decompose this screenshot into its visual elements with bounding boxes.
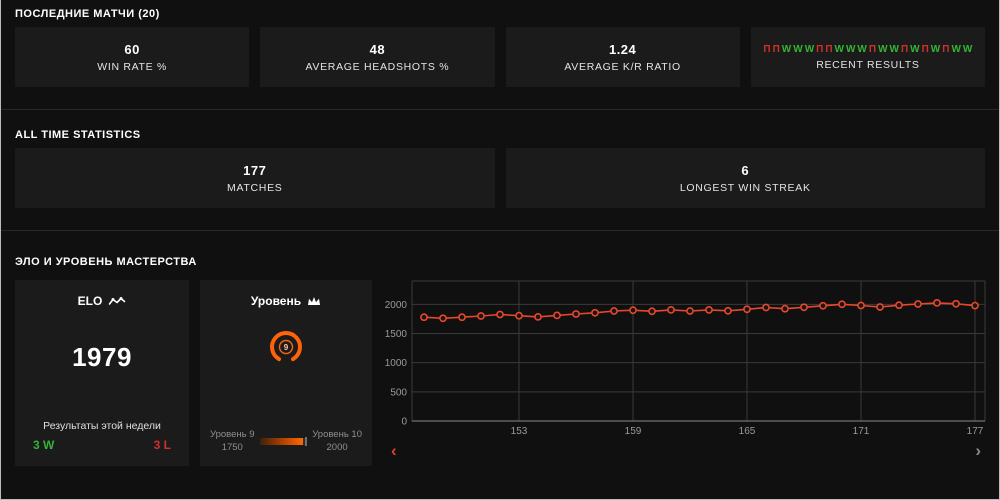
level-card-title-row: Уровень [251, 294, 321, 308]
result-loss: П [942, 43, 950, 55]
elo-card: ELO 1979 Результаты этой недели 3 W 3 L [15, 280, 189, 466]
result-loss: П [763, 43, 771, 55]
current-level-value: 1750 [221, 441, 243, 453]
elo-graph-icon [109, 296, 126, 305]
result-win: W [804, 43, 815, 55]
elo-section-title: ЭЛО И УРОВЕНЬ МАСТЕРСТВА [15, 256, 197, 268]
level-gauge-value: 9 [284, 343, 289, 352]
elo-card-title-row: ELO [78, 294, 127, 308]
alltime-cards-row: 177 MATCHES 6 LONGEST WIN STREAK [15, 148, 985, 208]
section-divider [1, 109, 999, 110]
win-rate-value: 60 [124, 41, 140, 57]
stat-card-win-rate: 60 WIN RATE % [15, 27, 250, 87]
svg-text:0: 0 [401, 417, 407, 428]
stat-card-win-streak: 6 LONGEST WIN STREAK [505, 148, 985, 208]
next-level-label: Уровень 10 [312, 429, 362, 440]
result-loss: П [772, 43, 780, 55]
result-win: W [878, 43, 888, 55]
result-win: W [857, 43, 867, 55]
alltime-title: ALL TIME STATISTICS [15, 129, 141, 141]
result-win: W [910, 43, 920, 55]
crown-icon [308, 297, 321, 305]
level-progress-fill [259, 437, 304, 445]
level-card: Уровень 9 Уровень 9 1750 [200, 280, 372, 466]
result-win: W [781, 43, 792, 55]
svg-text:2000: 2000 [385, 300, 408, 311]
next-level-col: Уровень 10 2000 [312, 430, 362, 452]
stat-card-headshots: 48 AVERAGE HEADSHOTS % [260, 27, 495, 87]
svg-text:171: 171 [853, 426, 870, 437]
result-win: W [951, 43, 961, 55]
next-level-value: 2000 [326, 441, 348, 453]
chevron-right-icon[interactable]: › [975, 441, 981, 460]
result-win: W [889, 43, 899, 55]
win-streak-value: 6 [741, 162, 750, 178]
headshots-value: 48 [369, 41, 386, 57]
current-level-col: Уровень 9 1750 [210, 430, 255, 452]
result-loss: П [921, 43, 929, 55]
svg-text:1000: 1000 [385, 358, 408, 369]
result-loss: П [868, 43, 877, 55]
result-loss: П [816, 43, 824, 55]
result-win: W [834, 43, 844, 55]
section-elo-level: ЭЛО И УРОВЕНЬ МАСТЕРСТВА ELO 1979 Резуль… [15, 256, 986, 466]
elo-value: 1979 [72, 342, 132, 372]
matches-label: MATCHES [227, 181, 283, 194]
week-losses: 3 L [153, 438, 171, 452]
section-divider [1, 230, 999, 231]
svg-text:153: 153 [511, 426, 528, 437]
svg-text:177: 177 [967, 426, 984, 437]
stat-card-matches: 177 MATCHES [15, 148, 495, 208]
level-card-title: Уровень [250, 294, 302, 308]
result-win: W [845, 43, 856, 55]
result-loss: П [900, 43, 909, 55]
week-results-label: Результаты этой недели [43, 420, 161, 432]
kr-ratio-label: AVERAGE K/R RATIO [564, 60, 681, 73]
matches-value: 177 [243, 162, 267, 178]
headshots-label: AVERAGE HEADSHOTS % [305, 60, 450, 73]
elo-card-title: ELO [77, 294, 103, 308]
result-win: W [793, 43, 803, 55]
chevron-left-icon[interactable]: ‹ [391, 441, 397, 460]
win-rate-label: WIN RATE % [97, 60, 168, 73]
svg-text:500: 500 [390, 387, 407, 398]
elo-history-chart: 0 500 1000 1500 2000 153 159 165 171 177 [385, 280, 986, 437]
week-wins: 3 W [33, 438, 55, 452]
current-level-label: Уровень 9 [210, 429, 255, 440]
kr-ratio-value: 1.24 [608, 41, 637, 57]
result-loss: П [825, 43, 833, 55]
section-recent-matches: ПОСЛЕДНИЕ МАТЧИ (20) 60 WIN RATE % 48 AV… [15, 8, 985, 87]
elo-row: ELO 1979 Результаты этой недели 3 W 3 L [15, 280, 986, 466]
recent-cards-row: 60 WIN RATE % 48 AVERAGE HEADSHOTS % 1.2… [15, 27, 985, 87]
recent-results-label: RECENT RESULTS [816, 58, 920, 71]
week-results-row: 3 W 3 L [27, 438, 177, 452]
chart-pager: ‹ › [383, 442, 985, 459]
level-progress-track [259, 436, 308, 446]
result-win: W [930, 43, 941, 55]
svg-text:165: 165 [739, 426, 756, 437]
svg-text:159: 159 [625, 426, 642, 437]
level-gauge: 9 [270, 330, 302, 362]
win-streak-label: LONGEST WIN STREAK [679, 181, 811, 194]
elo-chart-panel: 0 500 1000 1500 2000 153 159 165 171 177 ‹ › [383, 280, 986, 466]
recent-matches-title: ПОСЛЕДНИЕ МАТЧИ (20) [15, 8, 160, 20]
stat-card-kr-ratio: 1.24 AVERAGE K/R RATIO [505, 27, 740, 87]
svg-text:1500: 1500 [385, 329, 408, 340]
result-win: W [962, 43, 973, 55]
level-progress-row: Уровень 9 1750 Уровень 10 2000 [210, 430, 362, 452]
section-alltime-stats: ALL TIME STATISTICS 177 MATCHES 6 LONGES… [15, 129, 985, 208]
